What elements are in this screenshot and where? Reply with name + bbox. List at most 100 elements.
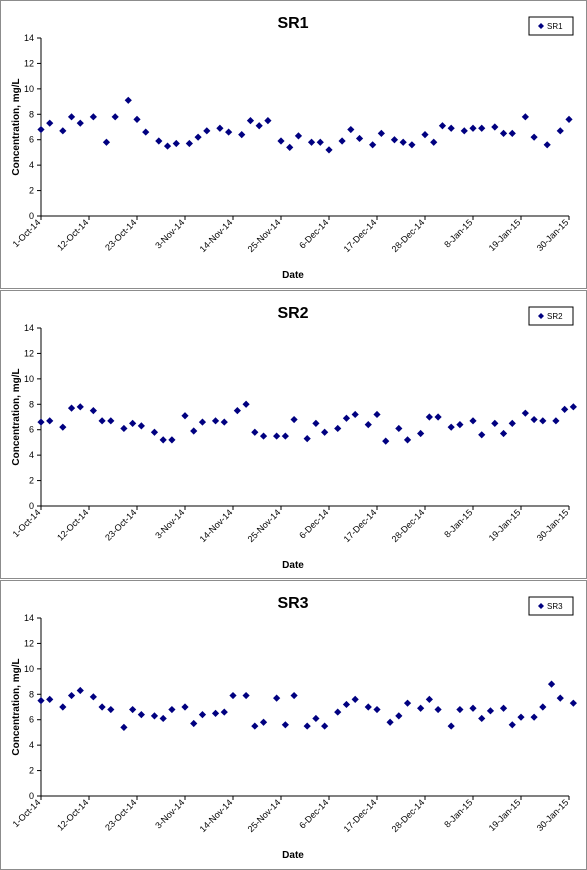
data-point — [233, 407, 241, 415]
data-point — [155, 137, 163, 145]
data-point — [364, 421, 372, 429]
data-point — [521, 409, 529, 417]
chart-sr3: SR3 0 2 4 6 8 10 12 14 1-Oct-14 12-Oct-14 23-Oct-14… — [11, 595, 577, 861]
data-point — [251, 428, 259, 436]
chart-panel-sr2: SR2 0 2 4 6 8 10 12 14 1-Oct-14 12-Oct-14 23-Oct-14… — [0, 290, 587, 579]
data-point — [438, 122, 447, 130]
legend-box — [528, 16, 574, 36]
data-point — [59, 703, 67, 711]
data-point — [198, 711, 207, 719]
data-point — [150, 428, 159, 436]
data-point — [46, 119, 54, 127]
data-point — [325, 146, 333, 154]
data-point — [59, 423, 67, 431]
data-point — [447, 124, 455, 132]
x-tick-label: 6-Dec-14 — [297, 507, 330, 540]
data-point — [508, 721, 516, 729]
data-point — [281, 432, 289, 440]
legend-box — [528, 306, 574, 326]
x-tick-label: 23-Oct-14 — [103, 217, 138, 252]
legend-marker — [538, 23, 544, 29]
data-point — [403, 436, 412, 444]
data-point — [552, 417, 560, 425]
data-point — [242, 400, 250, 408]
data-point — [469, 417, 477, 425]
data-point — [425, 413, 433, 421]
data-point — [521, 113, 529, 121]
data-point — [316, 138, 324, 146]
chart-sr2: SR2 0 2 4 6 8 10 12 14 1-Oct-14 12-Oct-14 23-Oct-14… — [11, 305, 577, 571]
data-point — [76, 403, 84, 411]
data-point — [225, 128, 233, 136]
data-point — [469, 124, 477, 132]
data-point — [37, 697, 45, 705]
y-tick-label: 2 — [29, 186, 34, 196]
data-point — [46, 695, 54, 703]
x-tick-label: 6-Dec-14 — [297, 217, 330, 250]
data-point — [447, 423, 455, 431]
x-tick-label: 19-Jan-15 — [487, 797, 523, 833]
y-tick-label: 2 — [29, 766, 34, 776]
data-point — [216, 124, 224, 132]
x-tick-label: 17-Dec-14 — [342, 507, 379, 544]
data-point — [508, 419, 516, 427]
data-point — [456, 421, 464, 429]
data-point — [561, 405, 569, 413]
x-tick-label: 28-Dec-14 — [390, 507, 427, 544]
data-point — [76, 686, 84, 695]
data-point — [120, 723, 128, 731]
y-tick-label: 8 — [29, 109, 34, 119]
data-point — [530, 415, 538, 424]
data-point — [334, 424, 342, 433]
x-axis-label: Date — [282, 560, 304, 571]
x-tick-label: 23-Oct-14 — [103, 507, 138, 542]
data-point — [281, 721, 289, 729]
data-point — [556, 127, 564, 135]
data-point — [129, 705, 137, 714]
y-tick-label: 0 — [29, 211, 34, 221]
data-point — [67, 691, 76, 700]
data-point — [373, 705, 381, 714]
x-tick-label: 30-Jan-15 — [535, 217, 571, 253]
y-tick-label: 6 — [29, 715, 34, 725]
y-tick-label: 6 — [29, 135, 34, 145]
data-point — [386, 718, 394, 726]
data-point — [456, 705, 464, 714]
x-tick-label: 8-Jan-15 — [442, 507, 474, 539]
data-point — [46, 417, 54, 425]
data-point — [102, 138, 111, 146]
x-tick-label: 30-Jan-15 — [535, 797, 571, 833]
data-point — [89, 693, 97, 701]
data-point — [290, 415, 298, 424]
data-point — [342, 414, 351, 422]
y-tick-label: 10 — [24, 374, 34, 384]
data-point — [373, 410, 381, 419]
data-point — [168, 705, 176, 714]
data-point — [107, 417, 115, 425]
data-point — [294, 132, 303, 140]
y-tick-label: 14 — [24, 613, 34, 623]
x-tick-label: 28-Dec-14 — [390, 217, 427, 254]
y-tick-label: 2 — [29, 476, 34, 486]
legend-label: SR1 — [547, 22, 563, 31]
data-point — [111, 113, 119, 121]
y-tick-label: 8 — [29, 399, 34, 409]
data-point — [290, 691, 298, 700]
data-point — [273, 432, 281, 440]
x-tick-label: 14-Nov-14 — [198, 797, 235, 834]
data-point — [312, 419, 320, 427]
data-point — [137, 422, 145, 430]
chart-title: SR2 — [277, 305, 308, 322]
y-tick-label: 12 — [24, 348, 34, 358]
data-point — [242, 691, 250, 700]
x-tick-label: 17-Dec-14 — [342, 217, 379, 254]
chart-title: SR1 — [277, 15, 308, 32]
x-tick-label: 25-Nov-14 — [246, 507, 283, 544]
data-point — [185, 139, 193, 148]
chart-sr1: SR1 0 2 4 6 8 10 12 14 1-Oct-14 12-Oct-14 23-Oct-14… — [11, 15, 574, 281]
data-point — [478, 714, 486, 723]
data-point — [255, 122, 263, 130]
data-point — [303, 722, 311, 730]
data-point — [98, 703, 106, 711]
data-point — [273, 694, 281, 702]
